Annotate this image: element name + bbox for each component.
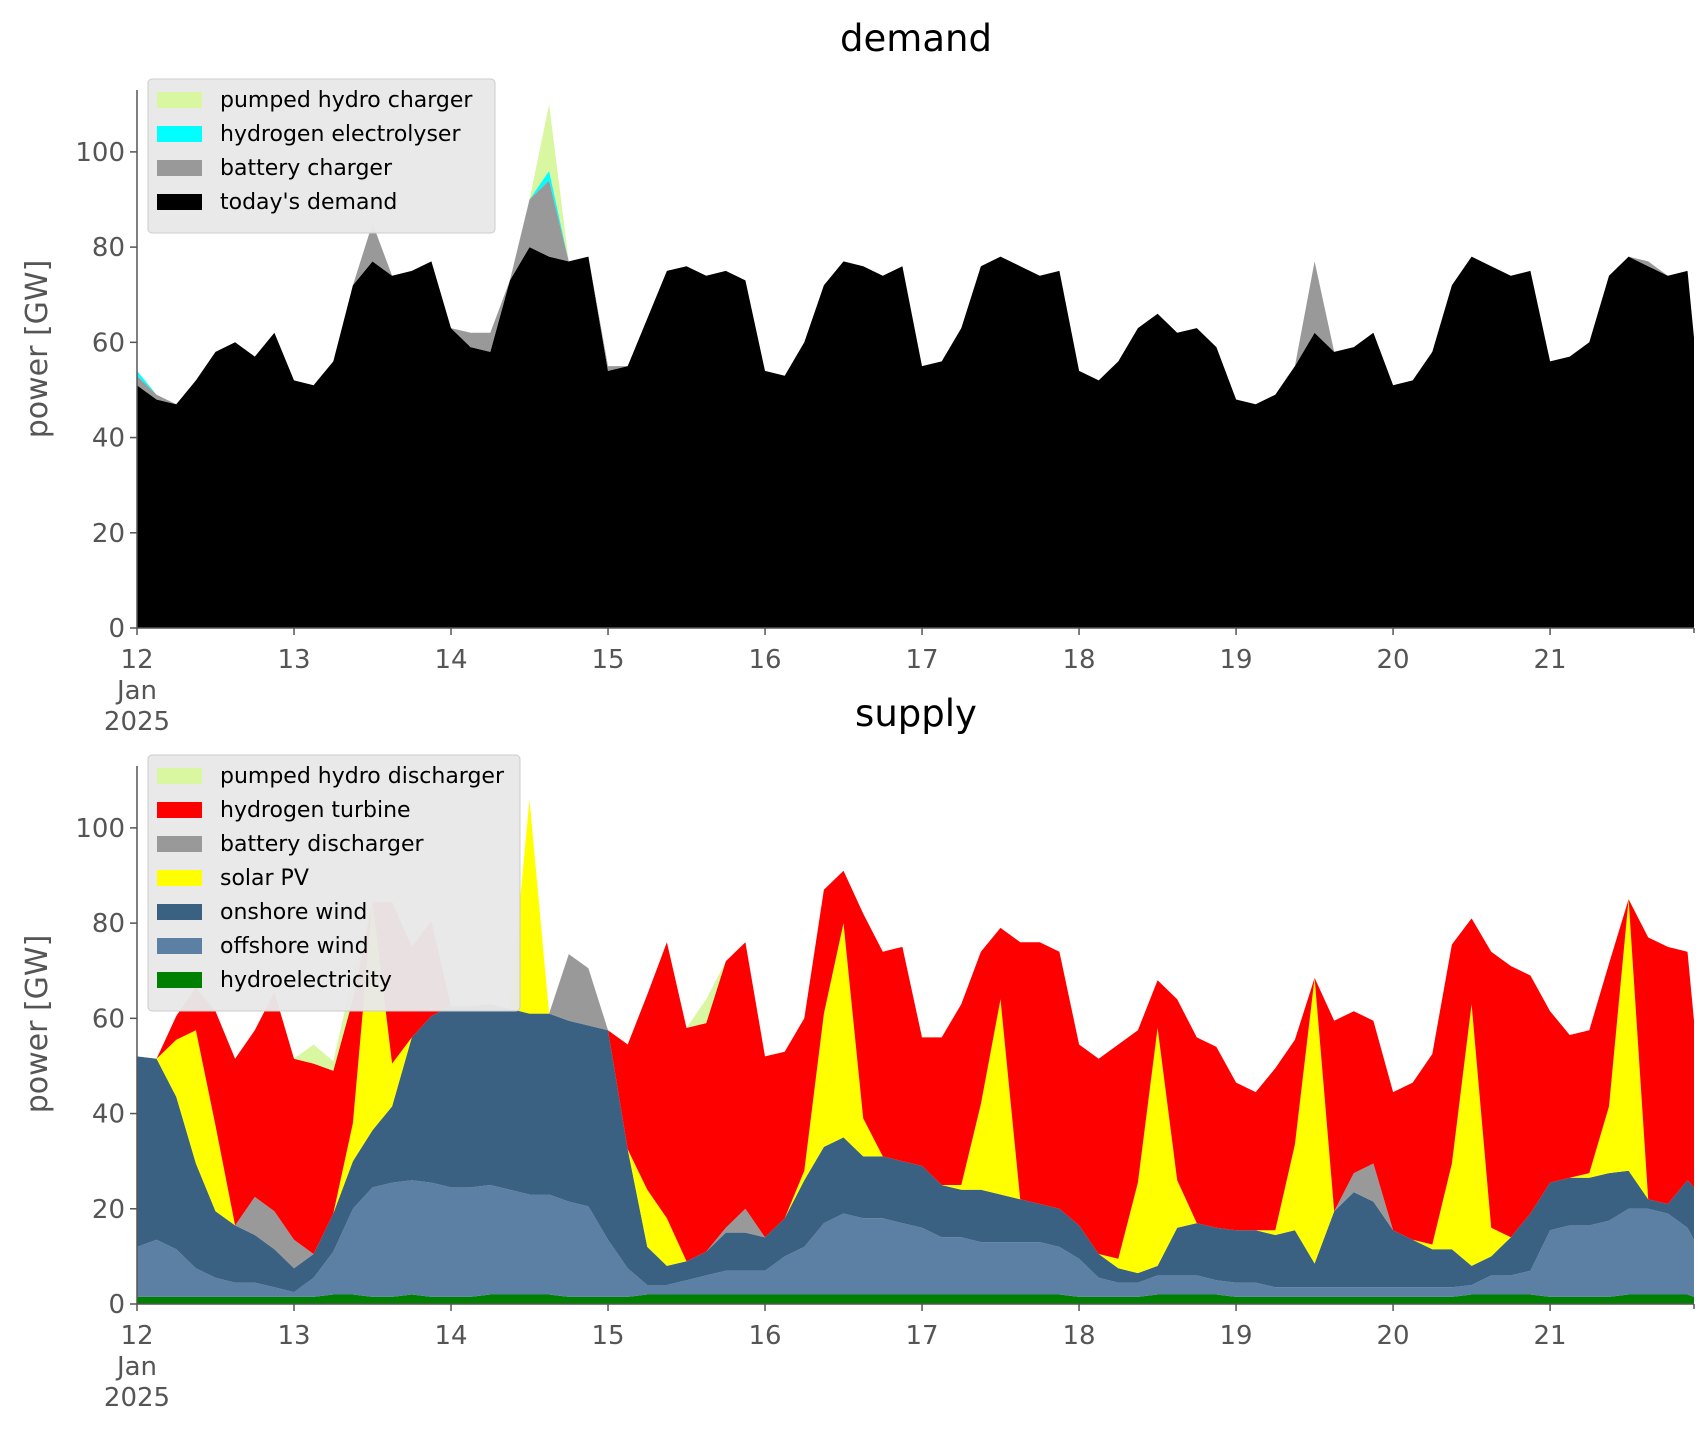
- supply-area-onshore-wind: [137, 1004, 1694, 1293]
- supply-y-ticks: 0 20 40 60 80 100: [75, 766, 138, 1320]
- supply-x-tick-label: 17: [905, 1321, 938, 1351]
- supply-legend-label-onshore-wind: onshore wind: [220, 900, 367, 925]
- demand-legend-swatch-hydrogen-electrolyser: [157, 126, 202, 142]
- demand-y-axis-label: power [GW]: [20, 260, 55, 439]
- supply-x-tick-label: 21: [1534, 1321, 1567, 1351]
- supply-legend-box: [147, 754, 521, 1012]
- supply-chart-title: supply: [855, 692, 977, 735]
- demand-chart-title: demand: [840, 17, 992, 60]
- demand-x-tick-label: 17: [905, 645, 938, 675]
- demand-x-tick-label: 16: [748, 645, 781, 675]
- supply-area-solar-pv: [137, 799, 1694, 1274]
- supply-x-tick-label: Jan: [115, 1352, 157, 1382]
- demand-y-tick-label: 100: [75, 138, 125, 168]
- supply-legend-swatch-onshore-wind: [157, 904, 202, 920]
- supply-legend-swatch-pumped-hydro-discharger: [157, 768, 202, 784]
- supply-legend-swatch-hydrogen-turbine: [157, 802, 202, 818]
- supply-area-hydrogen-turbine: [137, 799, 1694, 1262]
- supply-legend-label-battery-discharger: battery discharger: [220, 832, 425, 857]
- supply-legend-swatch-battery-discharger: [157, 836, 202, 852]
- supply-x-tick-label: 16: [748, 1321, 781, 1351]
- supply-y-tick-label: 100: [75, 814, 125, 844]
- supply-legend: pumped hydro discharger hydrogen turbine b…: [147, 754, 521, 1012]
- supply-y-axis-label: power [GW]: [20, 935, 55, 1114]
- supply-x-tick-label: 15: [591, 1321, 624, 1351]
- demand-legend: pumped hydro charger hydrogen electrolyse…: [147, 78, 496, 234]
- supply-y-tick-label: 0: [108, 1290, 125, 1320]
- supply-area-hydroelectricity: [137, 1294, 1694, 1304]
- demand-x-tick-label: 15: [591, 645, 624, 675]
- demand-areas: [137, 104, 1694, 628]
- supply-y-tick-label: 40: [92, 1100, 125, 1130]
- demand-area-battery-charger: [137, 180, 1694, 405]
- demand-legend-label-battery-charger: battery charger: [220, 156, 393, 181]
- supply-legend-label-pumped-hydro-discharger: pumped hydro discharger: [220, 764, 505, 789]
- demand-y-ticks: 0 20 40 60 80 100: [75, 90, 138, 644]
- demand-y-tick-label: 60: [92, 328, 125, 358]
- supply-x-tick-label: 20: [1377, 1321, 1410, 1351]
- demand-x-tick-label: 14: [434, 645, 467, 675]
- demand-y-tick-label: 40: [92, 424, 125, 454]
- demand-x-tick-label: 18: [1063, 645, 1096, 675]
- supply-x-tick-label: 19: [1220, 1321, 1253, 1351]
- demand-x-tick-label: 21: [1534, 645, 1567, 675]
- supply-y-tick-label: 20: [92, 1195, 125, 1225]
- demand-area-today-s-demand: [137, 247, 1694, 628]
- supply-x-tick-label: 13: [277, 1321, 310, 1351]
- supply-legend-label-offshore-wind: offshore wind: [220, 934, 369, 959]
- demand-x-tick-label: 13: [277, 645, 310, 675]
- demand-legend-swatch-today-s-demand: [157, 194, 202, 210]
- supply-area-offshore-wind: [137, 1180, 1694, 1297]
- supply-x-tick-label: 2025: [104, 1383, 170, 1413]
- demand-x-tick-label: 20: [1377, 645, 1410, 675]
- supply-legend-label-solar-pv: solar PV: [220, 866, 309, 891]
- supply-areas: [137, 799, 1694, 1304]
- demand-legend-label-pumped-hydro-charger: pumped hydro charger: [220, 88, 473, 113]
- supply-x-tick-label: 18: [1063, 1321, 1096, 1351]
- supply-legend-swatch-offshore-wind: [157, 938, 202, 954]
- demand-legend-box: [147, 78, 496, 234]
- demand-y-tick-label: 80: [92, 233, 125, 263]
- supply-legend-swatch-solar-pv: [157, 870, 202, 886]
- supply-x-tick-label: 14: [434, 1321, 467, 1351]
- demand-legend-swatch-battery-charger: [157, 160, 202, 176]
- supply-y-tick-label: 80: [92, 909, 125, 939]
- demand-x-tick-label: 2025: [104, 707, 170, 737]
- supply-legend-label-hydroelectricity: hydroelectricity: [220, 968, 392, 993]
- supply-legend-swatch-hydroelectricity: [157, 972, 202, 988]
- supply-x-tick-label: 12: [120, 1321, 153, 1351]
- demand-x-tick-label: 12: [120, 645, 153, 675]
- demand-legend-label-hydrogen-electrolyser: hydrogen electrolyser: [220, 122, 461, 147]
- demand-x-tick-label: Jan: [115, 676, 157, 706]
- demand-legend-label-today-s-demand: today's demand: [220, 190, 397, 215]
- demand-legend-swatch-pumped-hydro-charger: [157, 92, 202, 108]
- supply-legend-label-hydrogen-turbine: hydrogen turbine: [220, 798, 411, 823]
- supply-y-tick-label: 60: [92, 1004, 125, 1034]
- demand-x-tick-label: 19: [1220, 645, 1253, 675]
- demand-y-tick-label: 20: [92, 519, 125, 549]
- demand-y-tick-label: 0: [108, 614, 125, 644]
